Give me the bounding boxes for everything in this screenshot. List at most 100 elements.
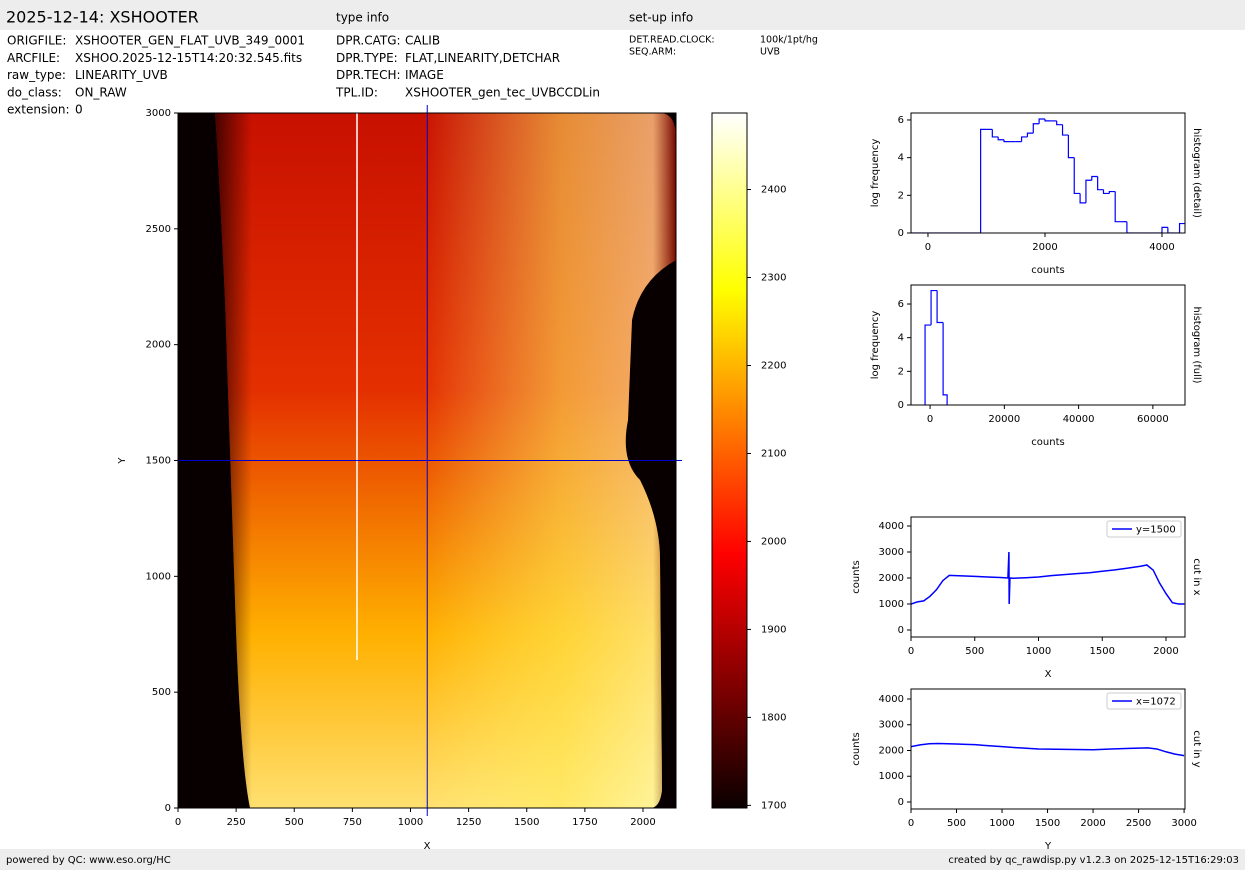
colorbar-tick-label: 1900: [761, 624, 786, 635]
histogram-step: [1108, 190, 1116, 194]
colorbar-tick-label: 2400: [761, 185, 786, 196]
x-tick-label: 1500: [1090, 646, 1115, 657]
x-tick-label: 2500: [1126, 818, 1151, 829]
field-value: 0: [75, 103, 83, 117]
x-tick-label: 1500: [1035, 818, 1060, 829]
field-value: UVB: [760, 47, 780, 58]
histogram-step: [1020, 136, 1028, 142]
field-label: DET.READ.CLOCK:: [629, 35, 715, 46]
axes-frame: [910, 284, 1186, 406]
side-label: histogram (detail): [1191, 128, 1202, 218]
histogram-step: [1003, 139, 1010, 143]
x-tick-label: 1000: [1026, 646, 1051, 657]
legend-box: [1106, 520, 1182, 538]
histogram-step: [1097, 176, 1104, 191]
x-tick-label: 1250: [456, 817, 481, 828]
histogram-step: [1114, 191, 1122, 223]
y-tick-label: 2: [898, 190, 904, 201]
histogram-step: [1026, 132, 1034, 137]
histogram-step: [1167, 227, 1174, 233]
histogram-step: [1085, 179, 1092, 203]
x-tick-label: 1000: [398, 817, 423, 828]
y-tick-label: 2000: [879, 573, 904, 584]
y-axis-label: Y: [117, 457, 128, 465]
y-tick-label: 2500: [146, 224, 171, 235]
colorbar-tick-label: 2000: [761, 536, 786, 547]
histogram-step: [942, 322, 948, 405]
header-band: [0, 0, 1245, 30]
field-value: XSHOO.2025-12-15T14:20:32.545.fits: [75, 51, 302, 65]
y-tick-label: 0: [898, 228, 904, 239]
histogram-step: [1079, 193, 1086, 204]
histogram-step: [1061, 124, 1069, 136]
y-axis-label: log frequency: [870, 139, 881, 208]
x-tick-label: 2000: [1032, 242, 1057, 253]
histogram-step: [936, 290, 944, 324]
x-axis-label: Y: [1044, 841, 1052, 852]
y-tick-label: 6: [898, 299, 904, 310]
side-label: cut in y: [1191, 730, 1202, 767]
x-tick-label: 250: [227, 817, 246, 828]
axes-frame: [910, 516, 1186, 638]
histogram-step: [1102, 189, 1110, 195]
y-axis-label: log frequency: [870, 311, 881, 380]
histogram-step: [1067, 135, 1075, 159]
x-tick-label: 750: [343, 817, 362, 828]
y-tick-label: 0: [898, 797, 904, 808]
field-label: DPR.TYPE:: [336, 51, 398, 65]
field-value: CALIB: [405, 34, 440, 48]
y-tick-label: 3000: [146, 108, 171, 119]
y-tick-label: 1000: [879, 771, 904, 782]
section-title: type info: [336, 11, 389, 25]
x-tick-label: 1000: [989, 818, 1014, 829]
histogram-step: [997, 136, 1005, 141]
histogram-step: [1032, 123, 1040, 134]
histogram-step: [1044, 119, 1051, 122]
histogram-step: [1056, 120, 1063, 126]
colorbar-tick-label: 2300: [761, 273, 786, 284]
side-label: cut in x: [1191, 558, 1202, 595]
field-value: LINEARITY_UVB: [75, 68, 168, 82]
field-label: raw_type:: [7, 68, 66, 82]
x-tick-label: 2000: [630, 817, 655, 828]
y-tick-label: 0: [898, 400, 904, 411]
y-tick-label: 6: [898, 115, 904, 126]
histogram-step: [991, 129, 999, 138]
field-label: DPR.TECH:: [336, 68, 401, 82]
legend-box: [1106, 692, 1182, 710]
x-tick-label: 2000: [1153, 646, 1178, 657]
footer-band: [0, 849, 1245, 870]
y-tick-label: 500: [152, 687, 171, 698]
y-tick-label: 2: [898, 366, 904, 377]
field-label: SEQ.ARM:: [629, 47, 676, 58]
histogram-step: [1161, 226, 1168, 233]
y-tick-label: 4000: [879, 694, 904, 705]
y-tick-label: 1000: [146, 571, 171, 582]
x-tick-label: 500: [965, 646, 984, 657]
histogram-step: [980, 128, 987, 233]
x-tick-label: 0: [925, 242, 931, 253]
colorbar-tick-label: 1800: [761, 712, 786, 723]
x-tick-label: 500: [285, 817, 304, 828]
field-label: extension:: [7, 103, 70, 117]
section-title: set-up info: [629, 11, 693, 25]
x-axis-label: X: [1045, 669, 1052, 680]
field-label: DPR.CATG:: [336, 34, 401, 48]
colorbar-tick-label: 2200: [761, 360, 786, 371]
histogram-step: [924, 324, 932, 405]
y-tick-label: 3000: [879, 547, 904, 558]
x-tick-label: 4000: [1149, 242, 1174, 253]
colorbar: [711, 112, 748, 809]
x-tick-label: 0: [927, 414, 933, 425]
y-tick-label: 2000: [146, 340, 171, 351]
field-value: ON_RAW: [75, 85, 127, 99]
x-tick-label: 20000: [988, 414, 1020, 425]
field-label: do_class:: [7, 85, 62, 99]
field-label: TPL.ID:: [335, 85, 378, 99]
histogram-step: [1073, 157, 1081, 195]
field-value: XSHOOTER_gen_tec_UVBCCDLin: [405, 85, 600, 99]
y-tick-label: 4: [898, 153, 904, 164]
x-tick-label: 1750: [572, 817, 597, 828]
side-label: histogram (full): [1191, 306, 1202, 383]
axes-frame: [910, 112, 1186, 234]
